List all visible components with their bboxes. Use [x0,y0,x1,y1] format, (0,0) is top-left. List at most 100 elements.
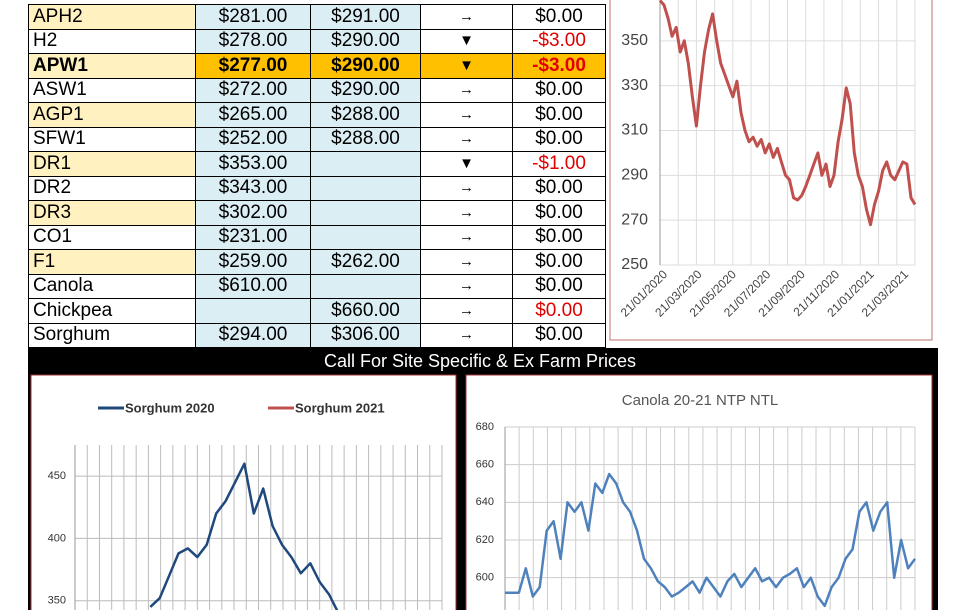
y-tick-label: 400 [48,532,66,544]
table-row: CO1 $231.00 → $0.00 [28,224,606,250]
chart-frame [30,374,457,610]
table-cell: $288.00 [310,102,421,128]
y-tick-label: 310 [621,122,648,139]
table-cell: $252.00 [195,126,311,152]
table-cell: → [420,102,513,128]
x-tick-label: 21/03/2020 [652,267,705,320]
table-cell: $277.00 [195,53,311,79]
x-tick-label: 21/01/2021 [824,267,877,320]
table-row: ASW1 $272.00 $290.00 → $0.00 [28,77,606,103]
table-cell: $290.00 [310,28,421,54]
table-cell [310,273,421,299]
table-cell: $0.00 [512,102,606,128]
y-tick-label: 680 [476,421,494,433]
banner: Call For Site Specific & Ex Farm Prices [324,351,636,371]
table-cell: → [420,126,513,152]
y-tick-label: 330 [621,77,648,94]
table-cell: $278.00 [195,28,311,54]
y-tick-label: 450 [48,470,66,482]
table-cell: $660.00 [310,298,421,324]
table-cell: $0.00 [512,175,606,201]
table-cell: $262.00 [310,249,421,275]
table-cell: DR3 [28,200,196,226]
table-cell: $281.00 [195,4,311,30]
table-cell: $272.00 [195,77,311,103]
table-cell: $0.00 [512,77,606,103]
legend-label: Sorghum 2020 [125,400,215,415]
table-row: APW1 $277.00 $290.00 ▼ -$3.00 [28,53,606,79]
table-cell [310,151,421,177]
table-cell: → [420,273,513,299]
table-cell: Sorghum [28,322,196,348]
table-cell: $0.00 [512,4,606,30]
table-cell: $290.00 [310,53,421,79]
table-cell [195,298,311,324]
table-cell: → [420,4,513,30]
table-cell: F1 [28,249,196,275]
table-cell: Canola [28,273,196,299]
y-tick-label: 250 [621,256,648,273]
legend-label: Sorghum 2021 [295,400,385,415]
chart-frame [465,374,933,610]
table-cell: $0.00 [512,298,606,324]
table-cell [310,175,421,201]
table-cell: → [420,200,513,226]
table-cell: DR1 [28,151,196,177]
table-cell: $0.00 [512,273,606,299]
table-row: DR1 $353.00 ▼ -$1.00 [28,151,606,177]
y-tick-label: 370 [621,0,648,4]
y-tick-label: 290 [621,167,648,184]
data-line [505,472,917,608]
table-cell: $231.00 [195,224,311,250]
table-cell: ▼ [420,28,513,54]
table-row: SFW1 $252.00 $288.00 → $0.00 [28,126,606,152]
table-cell: $265.00 [195,102,311,128]
table-row: Sorghum $294.00 $306.00 → $0.00 [28,322,606,348]
table-cell: → [420,224,513,250]
y-tick-label: 350 [48,595,66,607]
table-cell: $0.00 [512,126,606,152]
table-cell: → [420,175,513,201]
y-tick-label: 660 [476,459,494,471]
table-cell: $0.00 [512,322,606,348]
table-cell: ▼ [420,151,513,177]
y-tick-label: 270 [621,211,648,228]
table-cell: CO1 [28,224,196,250]
table-cell: $0.00 [512,249,606,275]
table-cell: → [420,298,513,324]
x-tick-label: 21/07/2020 [721,267,774,320]
x-tick-label: 21/11/2020 [791,267,843,319]
table-cell: $0.00 [512,224,606,250]
table-cell: $290.00 [310,77,421,103]
y-tick-label: 350 [621,32,648,49]
table-cell: AGP1 [28,102,196,128]
table-cell: → [420,77,513,103]
table-cell: ASW1 [28,77,196,103]
table-cell: → [420,249,513,275]
table-row: F1 $259.00 $262.00 → $0.00 [28,249,606,275]
x-tick-label: 21/03/2021 [859,267,912,320]
table-cell: $306.00 [310,322,421,348]
table-cell: DR2 [28,175,196,201]
table-cell: $343.00 [195,175,311,201]
x-tick-label: 21/01/2020 [618,267,671,320]
table-cell: → [420,322,513,348]
table-cell: $353.00 [195,151,311,177]
y-tick-label: 640 [476,496,494,508]
table-row: DR3 $302.00 → $0.00 [28,200,606,226]
y-tick-label: 620 [476,534,494,546]
table-row: Canola $610.00 → $0.00 [28,273,606,299]
table-cell: -$1.00 [512,151,606,177]
table-cell: Chickpea [28,298,196,324]
x-tick-label: 21/05/2020 [687,267,740,320]
table-row: H2 $278.00 $290.00 ▼ -$3.00 [28,28,606,54]
table-row: Chickpea $660.00 → $0.00 [28,298,606,324]
table-row: AGP1 $265.00 $288.00 → $0.00 [28,102,606,128]
table-row: APH2 $281.00 $291.00 → $0.00 [28,4,606,30]
table-cell: $259.00 [195,249,311,275]
data-line [658,0,917,227]
table-cell: H2 [28,28,196,54]
table-cell [310,224,421,250]
table-cell [310,200,421,226]
